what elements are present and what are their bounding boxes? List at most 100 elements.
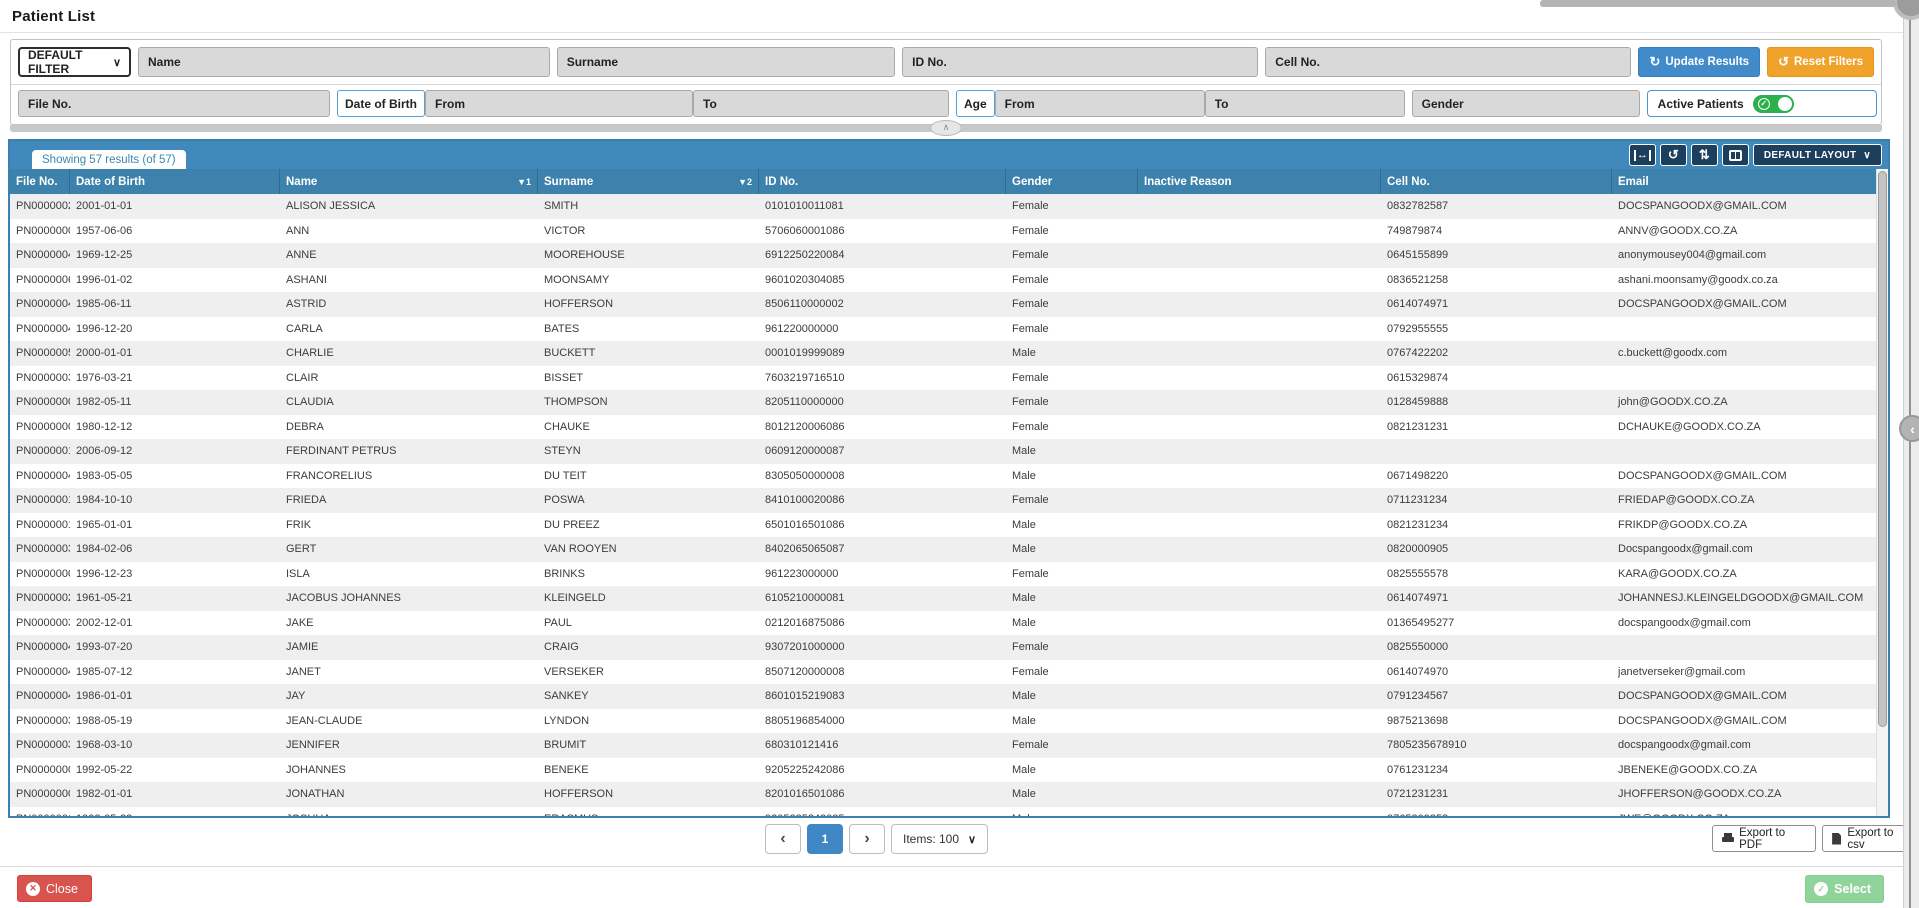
panel-collapse-handle[interactable]: ‹ [1899, 415, 1919, 442]
file-no-filter-input[interactable] [18, 90, 330, 117]
cell-id-no: 8201016501086 [759, 782, 1006, 807]
table-row[interactable]: PN00000022 1961-05-21 JACOBUS JOHANNES K… [10, 586, 1888, 611]
previous-page-button[interactable]: ‹ [765, 824, 801, 854]
cell-file-no: PN00000022 [10, 586, 70, 611]
column-header-email[interactable]: Email [1612, 169, 1888, 194]
cell-cell-no: 0761231234 [1381, 758, 1612, 783]
gender-filter-input[interactable] [1412, 90, 1640, 117]
age-from-input[interactable] [995, 90, 1205, 117]
active-patients-toggle[interactable]: ✓ [1753, 95, 1794, 113]
cell-name: FRIEDA [280, 488, 538, 513]
table-row[interactable]: PN00000003 1982-01-01 JONATHAN HOFFERSON… [10, 782, 1888, 807]
cell-cell-no: 0825550000 [1381, 635, 1612, 660]
table-row[interactable]: PN00000040 1993-07-20 JAMIE CRAIG 930720… [10, 635, 1888, 660]
age-to-input[interactable] [1205, 90, 1405, 117]
cell-cell-no: 0671498220 [1381, 464, 1612, 489]
column-header-surname[interactable]: Surname ▼2 [538, 169, 759, 194]
close-button[interactable]: ✕ Close [17, 875, 92, 902]
chevron-down-icon: ∨ [113, 56, 121, 69]
table-row[interactable]: PN00000005 1982-05-11 CLAUDIA THOMPSON 8… [10, 390, 1888, 415]
table-row[interactable]: PN00000011 1984-10-10 FRIEDA POSWA 84101… [10, 488, 1888, 513]
cell-file-no: PN00000011 [10, 488, 70, 513]
table-row[interactable]: PN00000035 1984-02-06 GERT VAN ROOYEN 84… [10, 537, 1888, 562]
select-button[interactable]: ✓ Select [1805, 875, 1884, 903]
cell-surname: CRAIG [538, 635, 759, 660]
table-row[interactable]: PN00000046 1985-06-11 ASTRID HOFFERSON 8… [10, 292, 1888, 317]
layout-select[interactable]: DEFAULT LAYOUT ∨ [1753, 144, 1882, 166]
table-row[interactable]: PN00000048 1969-12-25 ANNE MOOREHOUSE 69… [10, 243, 1888, 268]
cell-file-no: PN00000038 [10, 709, 70, 734]
grid-scrollbar-thumb[interactable] [1878, 171, 1887, 727]
cell-date-of-birth: 1988-05-19 [70, 709, 280, 734]
cell-gender: Female [1006, 194, 1138, 219]
items-per-page-select[interactable]: Items: 100 ∨ [891, 824, 988, 854]
undo-icon: ↺ [1778, 54, 1789, 70]
dob-to-input[interactable] [693, 90, 949, 117]
table-row[interactable]: PN00000036 2002-12-01 JAKE PAUL 02120168… [10, 611, 1888, 636]
cell-inactive-reason [1138, 341, 1381, 366]
cell-gender: Female [1006, 268, 1138, 293]
horizontal-scrollbar-thumb[interactable] [1540, 0, 1896, 7]
name-filter-input[interactable] [138, 47, 550, 77]
cell-file-no: PN00000010 [10, 513, 70, 538]
export-pdf-button[interactable]: Export to PDF [1712, 825, 1816, 852]
column-settings-button[interactable] [1722, 144, 1749, 166]
dob-from-input[interactable] [425, 90, 693, 117]
cell-file-no: PN00000043 [10, 684, 70, 709]
page-number-button[interactable]: 1 [807, 824, 843, 854]
cell-cell-no: 0821231234 [1381, 513, 1612, 538]
reset-filters-button[interactable]: ↺ Reset Filters [1767, 47, 1874, 77]
sort-settings-button[interactable]: ⇅ [1691, 144, 1718, 166]
cell-cell-no: 0711231234 [1381, 488, 1612, 513]
age-label: Age [956, 90, 995, 117]
table-row[interactable]: PN00000002 1992-05-22 JOHANNES BENEKE 92… [10, 758, 1888, 783]
fit-columns-button[interactable]: ↔ [1629, 144, 1656, 166]
table-row[interactable]: PN00000061 1992-05-22 JOSHUA ERASMUS 920… [10, 807, 1888, 817]
column-header-cell-no[interactable]: Cell No. [1381, 169, 1612, 194]
table-row[interactable]: PN00000006 1980-12-12 DEBRA CHAUKE 80121… [10, 415, 1888, 440]
cell-date-of-birth: 1984-10-10 [70, 488, 280, 513]
column-header-id-no[interactable]: ID No. [759, 169, 1006, 194]
table-row[interactable]: PN00000044 1983-05-05 FRANCORELIUS DU TE… [10, 464, 1888, 489]
column-header-inactive-reason[interactable]: Inactive Reason [1138, 169, 1381, 194]
cell-name: JEAN-CLAUDE [280, 709, 538, 734]
filter-preset-select[interactable]: DEFAULT FILTER ∨ [18, 47, 131, 77]
table-row[interactable]: PN00000053 2000-01-01 CHARLIE BUCKETT 00… [10, 341, 1888, 366]
table-row[interactable]: PN00000042 1996-12-20 CARLA BATES 961220… [10, 317, 1888, 342]
table-row[interactable]: PN00000031 1976-03-21 CLAIR BISSET 76032… [10, 366, 1888, 391]
cell-no-filter-input[interactable] [1265, 47, 1631, 77]
cell-gender: Female [1006, 317, 1138, 342]
cell-email: anonymousey004@gmail.com [1612, 243, 1888, 268]
cell-gender: Female [1006, 243, 1138, 268]
cell-inactive-reason [1138, 219, 1381, 244]
filter-collapse-handle[interactable]: ∧ [930, 120, 962, 136]
table-row[interactable]: PN00000043 1986-01-01 JAY SANKEY 8601015… [10, 684, 1888, 709]
column-header-name[interactable]: Name ▼1 [280, 169, 538, 194]
table-row[interactable]: PN00000010 1965-01-01 FRIK DU PREEZ 6501… [10, 513, 1888, 538]
table-row[interactable]: PN00000023 2001-01-01 ALISON JESSICA SMI… [10, 194, 1888, 219]
table-row[interactable]: PN00000008 1996-12-23 ISLA BRINKS 961223… [10, 562, 1888, 587]
table-row[interactable]: PN00000037 1968-03-10 JENNIFER BRUMIT 68… [10, 733, 1888, 758]
table-row[interactable]: PN00000038 1988-05-19 JEAN-CLAUDE LYNDON… [10, 709, 1888, 734]
grid-scrollbar[interactable] [1876, 169, 1888, 816]
cell-file-no: PN00000036 [10, 611, 70, 636]
cell-email: FRIKDP@GOODX.CO.ZA [1612, 513, 1888, 538]
cell-surname: BATES [538, 317, 759, 342]
next-page-button[interactable]: › [849, 824, 885, 854]
cell-file-no: PN00000040 [10, 635, 70, 660]
id-no-filter-input[interactable] [902, 47, 1258, 77]
table-row[interactable]: PN00000045 1985-07-12 JANET VERSEKER 850… [10, 660, 1888, 685]
column-header-gender[interactable]: Gender [1006, 169, 1138, 194]
update-results-button[interactable]: ↻ Update Results [1638, 47, 1760, 77]
column-header-file-no[interactable]: File No. [10, 169, 70, 194]
cell-gender: Male [1006, 611, 1138, 636]
table-row[interactable]: PN00000018 2006-09-12 FERDINANT PETRUS S… [10, 439, 1888, 464]
table-row[interactable]: PN00000009 1957-06-06 ANN VICTOR 5706060… [10, 219, 1888, 244]
table-row[interactable]: PN00000063 1996-01-02 ASHANI MOONSAMY 96… [10, 268, 1888, 293]
cell-inactive-reason [1138, 660, 1381, 685]
cell-inactive-reason [1138, 268, 1381, 293]
column-header-date-of-birth[interactable]: Date of Birth [70, 169, 280, 194]
surname-filter-input[interactable] [557, 47, 895, 77]
refresh-grid-button[interactable]: ↺ [1660, 144, 1687, 166]
sort-icon: ⇅ [1699, 147, 1710, 163]
